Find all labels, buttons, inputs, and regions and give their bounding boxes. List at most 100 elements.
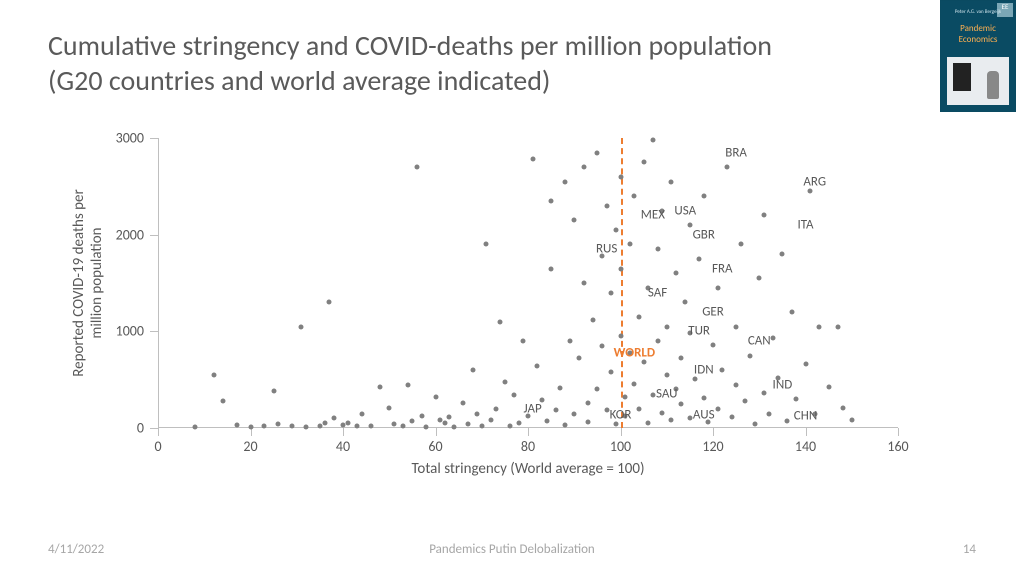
country-label-ita: ITA <box>797 218 813 233</box>
scatter-point <box>549 198 554 203</box>
country-label-ind: IND <box>773 377 793 392</box>
slide-title: Cumulative stringency and COVID-deaths p… <box>48 28 918 98</box>
scatter-point <box>711 342 716 347</box>
scatter-point <box>549 266 554 271</box>
scatter-point <box>572 412 577 417</box>
country-label-arg: ARG <box>803 174 826 189</box>
scatter-point <box>766 412 771 417</box>
scatter-point <box>447 415 452 420</box>
x-tick-label: 140 <box>795 428 816 455</box>
country-label-bra: BRA <box>725 145 747 160</box>
country-label-ger: GER <box>702 305 724 320</box>
scatter-point <box>674 271 679 276</box>
scatter-point <box>387 406 392 411</box>
scatter-point <box>595 387 600 392</box>
country-label-kor: KOR <box>610 408 632 423</box>
scatter-point <box>687 416 692 421</box>
title-line-2: (G20 countries and world average indicat… <box>48 63 918 98</box>
country-label-mex: MEX <box>641 208 665 223</box>
scatter-point <box>419 414 424 419</box>
scatter-point <box>650 393 655 398</box>
scatter-point <box>193 425 198 430</box>
scatter-point <box>761 391 766 396</box>
scatter-point <box>502 379 507 384</box>
slide-footer: 4/11/2022 Pandemics Putin Delobalization… <box>48 542 976 562</box>
x-tick-label: 20 <box>243 428 257 455</box>
footer-date: 4/11/2022 <box>48 542 104 557</box>
scatter-point <box>493 406 498 411</box>
scatter-point <box>368 424 373 429</box>
scatter-point <box>516 420 521 425</box>
scatter-point <box>748 353 753 358</box>
scatter-point <box>618 174 623 179</box>
country-label-aus: AUS <box>693 408 715 423</box>
scatter-point <box>701 396 706 401</box>
country-label-fra: FRA <box>712 261 733 276</box>
country-label-usa: USA <box>674 203 696 218</box>
scatter-point <box>586 400 591 405</box>
scatter-point <box>484 242 489 247</box>
x-tick-label: 120 <box>702 428 723 455</box>
y-axis-line <box>158 138 159 428</box>
country-label-idn: IDN <box>694 363 714 378</box>
scatter-point <box>660 410 665 415</box>
scatter-point <box>803 362 808 367</box>
scatter-point <box>558 386 563 391</box>
plot-area: Total stringency (World average = 100) R… <box>158 138 898 428</box>
scatter-point <box>405 382 410 387</box>
scatter-point <box>461 400 466 405</box>
scatter-point <box>567 339 572 344</box>
country-label-can: CAN <box>748 334 771 349</box>
scatter-point <box>623 395 628 400</box>
scatter-point <box>262 424 267 429</box>
scatter-point <box>581 281 586 286</box>
scatter-chart: Total stringency (World average = 100) R… <box>48 128 948 498</box>
country-label-sau: SAU <box>656 387 678 402</box>
x-tick-label: 160 <box>887 428 908 455</box>
scatter-point <box>604 203 609 208</box>
scatter-point <box>613 227 618 232</box>
scatter-point <box>322 421 327 426</box>
scatter-point <box>729 415 734 420</box>
scatter-point <box>535 364 540 369</box>
scatter-point <box>715 285 720 290</box>
scatter-point <box>401 424 406 429</box>
scatter-point <box>530 157 535 162</box>
scatter-point <box>234 423 239 428</box>
country-label-gbr: GBR <box>693 227 715 242</box>
scatter-point <box>424 424 429 429</box>
scatter-point <box>785 419 790 424</box>
book-cover-thumbnail: EE Peter A.G. van Bergeijk Pandemic Econ… <box>940 0 1016 112</box>
x-tick-label: 100 <box>610 428 631 455</box>
scatter-point <box>609 290 614 295</box>
scatter-point <box>415 165 420 170</box>
scatter-point <box>637 314 642 319</box>
scatter-point <box>572 218 577 223</box>
scatter-point <box>752 422 757 427</box>
scatter-point <box>220 398 225 403</box>
x-tick-label: 80 <box>521 428 535 455</box>
scatter-point <box>452 425 457 430</box>
scatter-point <box>637 406 642 411</box>
scatter-point <box>632 381 637 386</box>
scatter-point <box>581 165 586 170</box>
scatter-point <box>576 356 581 361</box>
scatter-point <box>724 165 729 170</box>
scatter-point <box>595 150 600 155</box>
scatter-point <box>331 416 336 421</box>
scatter-point <box>678 401 683 406</box>
scatter-point <box>271 389 276 394</box>
scatter-point <box>276 421 281 426</box>
footer-title: Pandemics Putin Delobalization <box>429 542 595 557</box>
scatter-point <box>507 423 512 428</box>
scatter-point <box>304 425 309 430</box>
book-illustration <box>947 57 1009 105</box>
scatter-point <box>734 324 739 329</box>
scatter-point <box>650 137 655 142</box>
scatter-point <box>655 247 660 252</box>
scatter-point <box>780 252 785 257</box>
scatter-point <box>498 319 503 324</box>
scatter-point <box>618 266 623 271</box>
scatter-point <box>664 372 669 377</box>
scatter-point <box>327 300 332 305</box>
